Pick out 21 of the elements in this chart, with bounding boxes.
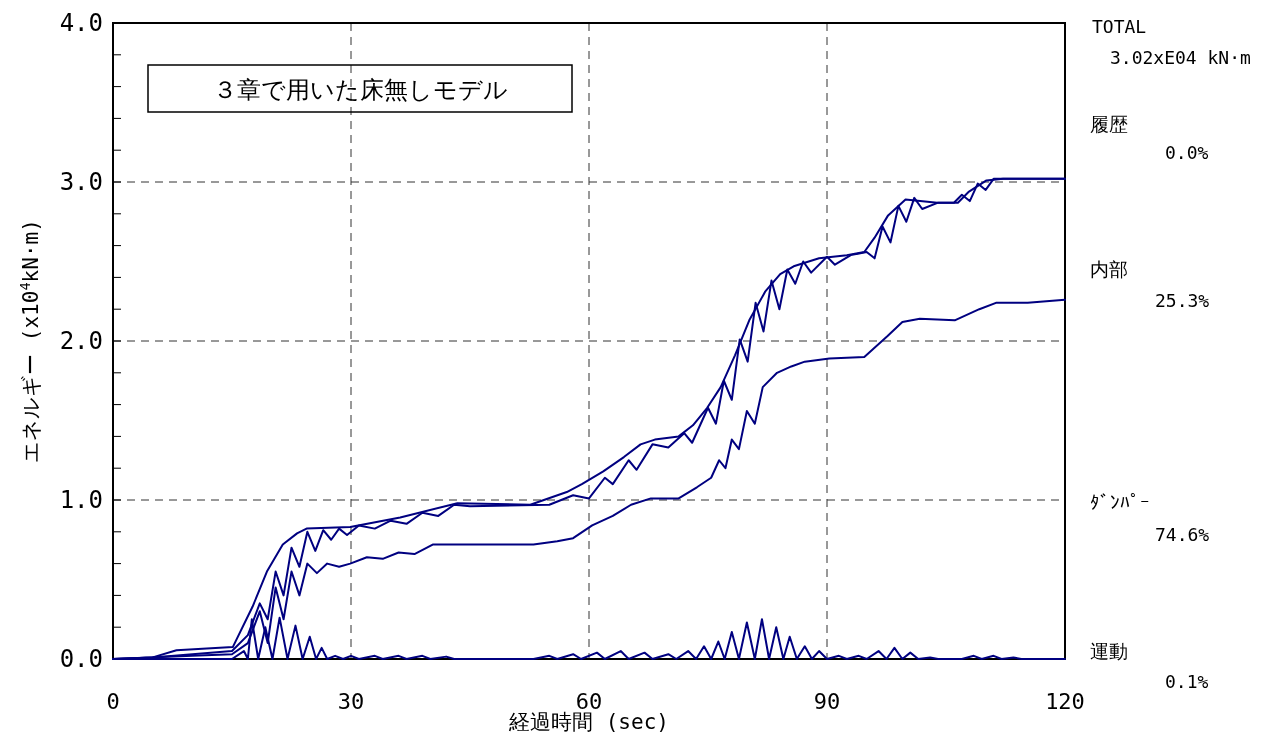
text: 履歴 (1090, 113, 1128, 135)
x-tick-label: 0 (106, 689, 120, 714)
text: TOTAL (1092, 16, 1147, 37)
x-tick-label: 30 (337, 689, 365, 714)
text: 3.02xE04 kN·m (1110, 47, 1251, 68)
text: ﾀﾞﾝﾊﾟｰ (1090, 491, 1150, 513)
y-tick-label: 1.0 (59, 486, 103, 514)
y-tick-label: 3.0 (59, 168, 103, 196)
text: 0.1% (1165, 671, 1209, 692)
text: 運動 (1090, 640, 1128, 662)
x-axis-title: 経過時間 (sec) (508, 710, 669, 734)
text: 内部 (1090, 258, 1128, 280)
x-tick-label: 90 (813, 689, 841, 714)
y-tick-label: 4.0 (59, 9, 103, 37)
text: 74.6% (1155, 524, 1210, 545)
y-tick-label: 0.0 (59, 645, 103, 673)
annotation: ３章で用いた床無しモデル (212, 76, 508, 104)
text: 0.0% (1165, 142, 1209, 163)
x-tick-label: 120 (1045, 689, 1085, 714)
text: 25.3% (1155, 290, 1210, 311)
y-tick-label: 2.0 (59, 327, 103, 355)
